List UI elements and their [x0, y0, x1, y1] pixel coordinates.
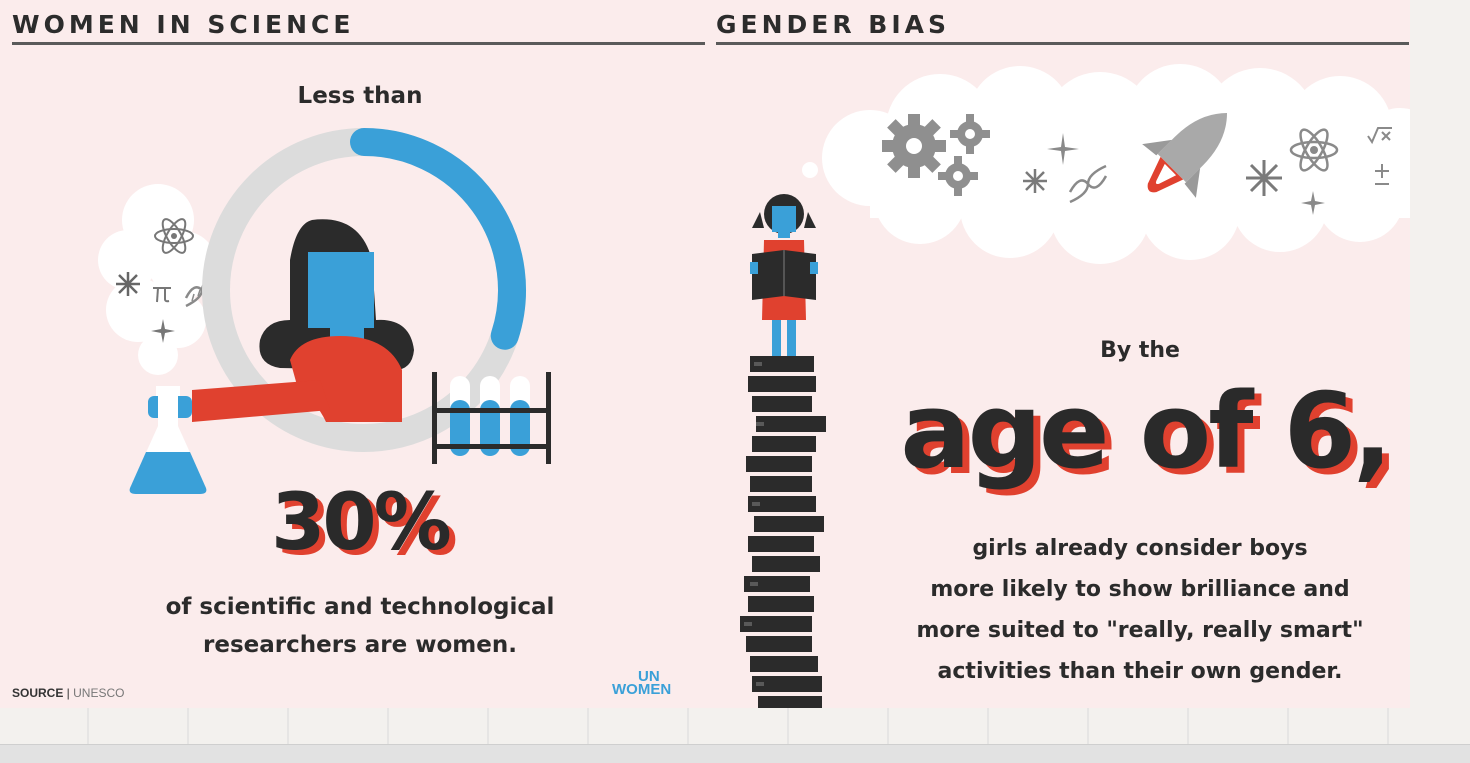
researchers-description-line2: researchers are women. [203, 632, 517, 658]
researchers-description: of scientific and technological research… [120, 588, 600, 664]
gender-bias-description-line1: girls already consider boys [972, 536, 1308, 561]
by-the-label: By the [1100, 338, 1180, 363]
sparkle-small-right-icon [1301, 191, 1325, 215]
progress-ring-arc [350, 128, 526, 350]
logo-line1: UN [638, 668, 660, 685]
logo-line2: WOMEN [612, 681, 672, 698]
sparkle-icon [116, 272, 140, 296]
math-symbols-icon [1367, 127, 1392, 185]
sparkle-small-icon [151, 319, 175, 343]
less-than-label: Less than [297, 83, 423, 109]
left-thought-cloud [98, 184, 217, 375]
gender-bias-description: girls already consider boys more likely … [880, 528, 1400, 692]
gender-bias-description-line3: more suited to "really, really smart" [916, 618, 1364, 643]
source-credit: SOURCE | UNESCO [12, 686, 125, 700]
atom-icon [154, 218, 194, 254]
gear-icon [882, 114, 990, 196]
atom-icon-right [1289, 128, 1339, 172]
thirty-percent-stat: 30% [271, 478, 452, 568]
sparkle-cross-icon [1047, 133, 1079, 165]
test-tube-rack-icon [432, 372, 551, 464]
dna-icon-right [1068, 164, 1108, 204]
age-of-six-stat: age of 6, [900, 370, 1392, 492]
girl-reading-illustration [750, 194, 818, 356]
sparkle-star-icon [1023, 169, 1047, 193]
flask-icon [129, 386, 207, 494]
gender-bias-heading: GENDER BIAS [716, 10, 951, 39]
source-value: UNESCO [73, 686, 125, 700]
progress-ring [202, 128, 526, 452]
researchers-description-line1: of scientific and technological [165, 594, 555, 620]
right-heading-rule [716, 42, 1409, 45]
left-heading-rule [12, 42, 705, 45]
pi-icon [153, 287, 171, 303]
women-in-science-heading: WOMEN IN SCIENCE [12, 10, 355, 39]
rocket-icon [1142, 112, 1228, 198]
gender-bias-description-line2: more likely to show brilliance and [930, 577, 1350, 602]
window-bottom-bar [0, 744, 1470, 763]
sparkle-icon-right [1246, 160, 1282, 196]
gender-bias-description-line4: activities than their own gender. [937, 659, 1343, 684]
source-label: SOURCE [12, 686, 64, 700]
book-stack-illustration [740, 356, 826, 708]
un-women-logo: UN WOMEN [612, 668, 704, 700]
